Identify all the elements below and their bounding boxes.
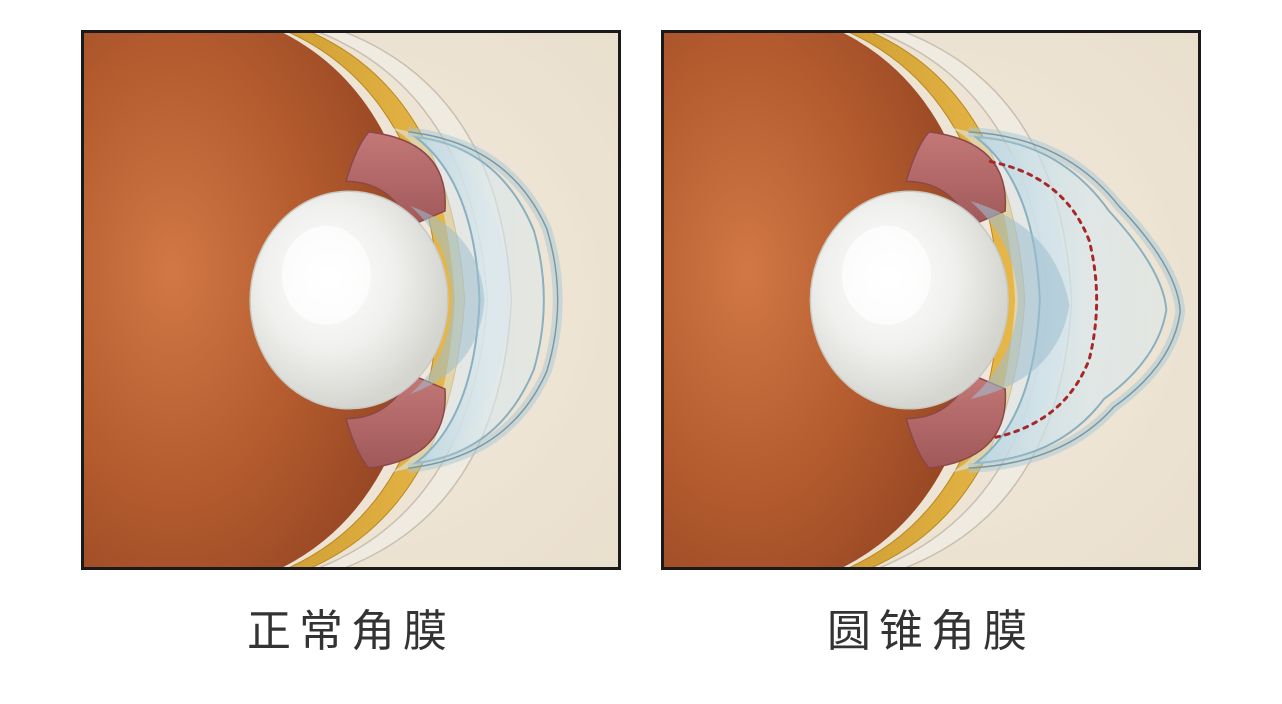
panel-keratoconus: 圆锥角膜: [661, 30, 1201, 659]
eye-diagram-keratoconus: [664, 33, 1198, 567]
eye-diagram-normal: [84, 33, 618, 567]
panel-normal: 正常角膜: [81, 30, 621, 659]
frame-keratoconus: [661, 30, 1201, 570]
frame-normal: [81, 30, 621, 570]
label-keratoconus: 圆锥角膜: [827, 595, 1035, 659]
label-normal: 正常角膜: [247, 595, 455, 659]
diagram-container: 正常角膜: [81, 30, 1201, 659]
